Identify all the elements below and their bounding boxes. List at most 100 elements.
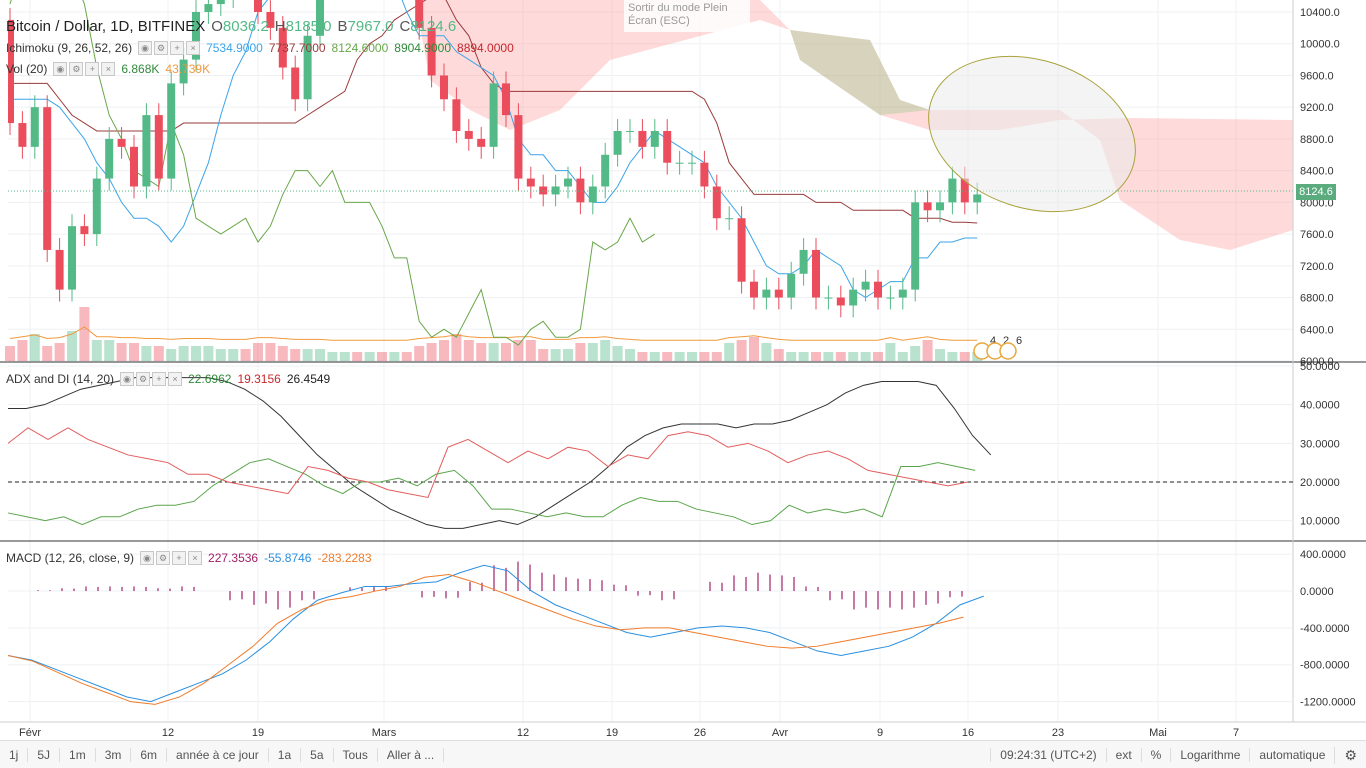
volume-bar	[625, 349, 635, 361]
range-button-3[interactable]: 3m	[96, 748, 132, 762]
candle-body	[43, 107, 52, 250]
candle-body	[551, 186, 560, 195]
candle-body	[923, 202, 932, 211]
settings-icon[interactable]: ⚙	[156, 551, 171, 565]
y-tick-label: 50.0000	[1300, 361, 1340, 373]
add-icon[interactable]: +	[170, 41, 185, 55]
candle-body	[626, 130, 634, 132]
cloud-green	[790, 30, 930, 115]
candle-body	[142, 115, 151, 187]
eye-icon[interactable]: ◉	[138, 41, 153, 55]
auto-button[interactable]: automatique	[1249, 748, 1334, 762]
ellipse-annotation	[928, 55, 1136, 213]
ext-button[interactable]: ext	[1105, 748, 1141, 762]
x-tick-label: 19	[606, 727, 618, 739]
volume-bar	[389, 352, 400, 361]
volume-value: 6.868K	[121, 62, 160, 76]
settings-icon[interactable]: ⚙	[136, 372, 151, 386]
adx-buttons: ◉ ⚙ + ×	[120, 372, 183, 386]
range-button-4[interactable]: 6m	[131, 748, 168, 762]
candle-body	[762, 289, 771, 298]
exit-fullscreen-hint[interactable]: Sortir du mode Plein Écran (ESC)	[624, 0, 750, 32]
range-button-5[interactable]: année à ce jour	[167, 748, 269, 762]
candle-body	[613, 130, 622, 155]
candle-body	[204, 4, 213, 12]
y-tick-label: 10400.0	[1300, 7, 1340, 19]
volume-bar	[67, 331, 77, 361]
volume-bar	[215, 349, 226, 361]
eye-icon[interactable]: ◉	[140, 551, 155, 565]
x-tick-label: 16	[962, 727, 974, 739]
volume-bar	[476, 343, 487, 361]
candle-body	[898, 289, 907, 298]
candle-body	[539, 186, 548, 195]
range-button-7[interactable]: 5a	[301, 748, 334, 762]
volume-label[interactable]: Vol (20)	[6, 62, 48, 76]
add-icon[interactable]: +	[172, 551, 187, 565]
y-tick-label: 9600.0	[1300, 70, 1334, 82]
volume-bar	[811, 352, 821, 361]
volume-bar	[525, 340, 536, 361]
candle-body	[874, 281, 882, 298]
volume-bar	[401, 352, 412, 361]
close-icon[interactable]: ×	[186, 41, 201, 55]
volume-bar	[352, 352, 363, 361]
log-button[interactable]: Logarithme	[1170, 748, 1249, 762]
macd-line	[7, 564, 984, 703]
settings-icon[interactable]: ⚙	[69, 62, 84, 76]
add-icon[interactable]: +	[85, 62, 100, 76]
x-tick-label: 9	[877, 727, 883, 739]
settings-gear-icon[interactable]: ⚙	[1334, 746, 1366, 764]
candle-body	[675, 162, 684, 164]
volume-bar	[488, 343, 499, 361]
range-button-2[interactable]: 1m	[60, 748, 96, 762]
range-button-0[interactable]: 1j	[0, 748, 29, 762]
percent-button[interactable]: %	[1140, 748, 1171, 762]
volume-bar	[339, 352, 350, 361]
eye-icon[interactable]: ◉	[120, 372, 135, 386]
y-tick-label: 8800.0	[1300, 134, 1334, 146]
range-button-8[interactable]: Tous	[334, 748, 378, 762]
volume-ma-value: 43.739K	[165, 62, 211, 76]
macd-hist-value: 227.3536	[208, 551, 259, 565]
settings-icon[interactable]: ⚙	[154, 41, 169, 55]
macd-buttons: ◉ ⚙ + ×	[140, 551, 203, 565]
close-icon[interactable]: ×	[188, 551, 203, 565]
close-icon[interactable]: ×	[168, 372, 183, 386]
candle-body	[278, 27, 287, 68]
macd-line-value: -55.8746	[264, 551, 312, 565]
range-button-6[interactable]: 1a	[269, 748, 302, 762]
volume-bar	[947, 352, 958, 361]
high-label: H	[274, 18, 286, 35]
candle-body	[812, 249, 820, 298]
range-button-1[interactable]: 5J	[28, 748, 61, 762]
candle-body	[650, 130, 659, 147]
volume-bar	[104, 340, 115, 361]
candle-body	[452, 99, 461, 131]
y-tick-label: 9200.0	[1300, 102, 1334, 114]
y-tick-label: -800.0000	[1300, 660, 1350, 672]
ichimoku-cloud	[415, 0, 1293, 250]
ichimoku-label[interactable]: Ichimoku (9, 26, 52, 26)	[6, 41, 133, 55]
candle-body	[588, 186, 597, 203]
close-icon[interactable]: ×	[101, 62, 116, 76]
volume-bar	[79, 307, 90, 361]
volume-bar	[885, 343, 896, 361]
macd-label[interactable]: MACD (12, 26, close, 9)	[6, 551, 135, 565]
candle-body	[601, 154, 610, 187]
volume-legend: Vol (20) ◉ ⚙ + × 6.868K 43.739K	[6, 62, 210, 76]
close-value: 8124.6	[410, 18, 457, 35]
range-button-9[interactable]: Aller à ...	[378, 748, 445, 762]
volume-bar	[129, 343, 139, 361]
eye-icon[interactable]: ◉	[53, 62, 68, 76]
volume-bar	[166, 349, 177, 361]
macd-legend: MACD (12, 26, close, 9) ◉ ⚙ + × 227.3536 -5…	[6, 551, 372, 565]
add-icon[interactable]: +	[152, 372, 167, 386]
volume-bar	[290, 349, 301, 361]
symbol-title[interactable]: Bitcoin / Dollar, 1D, BITFINEX	[6, 18, 206, 35]
volume-bar	[873, 352, 883, 361]
candle-body	[836, 297, 845, 306]
volume-bar	[538, 349, 549, 361]
adx-label[interactable]: ADX and DI (14, 20)	[6, 372, 115, 386]
clock: 09:24:31 (UTC+2)	[990, 748, 1105, 762]
